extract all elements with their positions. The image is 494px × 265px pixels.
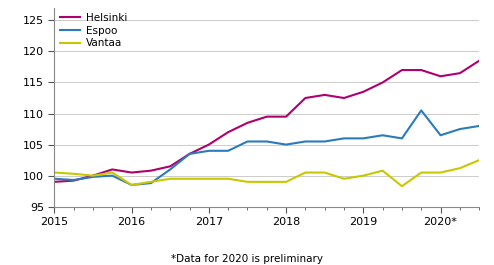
- Vantaa: [90, 174, 96, 177]
- Espoo: [322, 140, 328, 143]
- Vantaa: [476, 158, 482, 162]
- Espoo: [380, 134, 386, 137]
- Vantaa: [71, 172, 77, 175]
- Vantaa: [245, 180, 250, 183]
- Espoo: [51, 177, 57, 180]
- Helsinki: [51, 180, 57, 183]
- Helsinki: [109, 168, 115, 171]
- Vantaa: [418, 171, 424, 174]
- Espoo: [457, 127, 463, 131]
- Helsinki: [418, 68, 424, 72]
- Vantaa: [128, 183, 134, 187]
- Helsinki: [264, 115, 270, 118]
- Espoo: [476, 124, 482, 127]
- Helsinki: [476, 59, 482, 62]
- Vantaa: [360, 174, 366, 177]
- Espoo: [167, 168, 173, 171]
- Helsinki: [322, 93, 328, 96]
- Helsinki: [360, 90, 366, 93]
- Espoo: [206, 149, 212, 152]
- Espoo: [399, 137, 405, 140]
- Vantaa: [148, 180, 154, 183]
- Espoo: [264, 140, 270, 143]
- Helsinki: [148, 169, 154, 172]
- Helsinki: [399, 68, 405, 72]
- Helsinki: [71, 179, 77, 182]
- Line: Helsinki: Helsinki: [54, 39, 494, 182]
- Helsinki: [187, 152, 193, 156]
- Helsinki: [283, 115, 289, 118]
- Espoo: [109, 174, 115, 177]
- Line: Espoo: Espoo: [54, 111, 494, 185]
- Helsinki: [206, 143, 212, 146]
- Vantaa: [51, 171, 57, 174]
- Espoo: [360, 137, 366, 140]
- Espoo: [71, 178, 77, 182]
- Espoo: [128, 183, 134, 187]
- Helsinki: [245, 121, 250, 125]
- Helsinki: [380, 81, 386, 84]
- Helsinki: [341, 96, 347, 100]
- Vantaa: [206, 177, 212, 180]
- Espoo: [187, 152, 193, 156]
- Espoo: [148, 182, 154, 185]
- Vantaa: [322, 171, 328, 174]
- Espoo: [90, 175, 96, 179]
- Vantaa: [399, 185, 405, 188]
- Vantaa: [225, 177, 231, 180]
- Vantaa: [167, 177, 173, 180]
- Vantaa: [438, 171, 444, 174]
- Espoo: [302, 140, 308, 143]
- Line: Vantaa: Vantaa: [54, 154, 494, 186]
- Helsinki: [225, 131, 231, 134]
- Vantaa: [457, 167, 463, 170]
- Helsinki: [128, 171, 134, 174]
- Espoo: [438, 134, 444, 137]
- Helsinki: [302, 96, 308, 100]
- Helsinki: [167, 165, 173, 168]
- Espoo: [283, 143, 289, 146]
- Vantaa: [109, 171, 115, 174]
- Espoo: [341, 137, 347, 140]
- Espoo: [225, 149, 231, 152]
- Espoo: [418, 109, 424, 112]
- Vantaa: [302, 171, 308, 174]
- Vantaa: [187, 177, 193, 180]
- Text: *Data for 2020 is preliminary: *Data for 2020 is preliminary: [171, 254, 323, 264]
- Helsinki: [90, 174, 96, 177]
- Helsinki: [457, 72, 463, 75]
- Helsinki: [438, 75, 444, 78]
- Vantaa: [283, 180, 289, 183]
- Vantaa: [264, 180, 270, 183]
- Espoo: [245, 140, 250, 143]
- Legend: Helsinki, Espoo, Vantaa: Helsinki, Espoo, Vantaa: [57, 11, 129, 50]
- Vantaa: [380, 169, 386, 172]
- Vantaa: [341, 177, 347, 180]
